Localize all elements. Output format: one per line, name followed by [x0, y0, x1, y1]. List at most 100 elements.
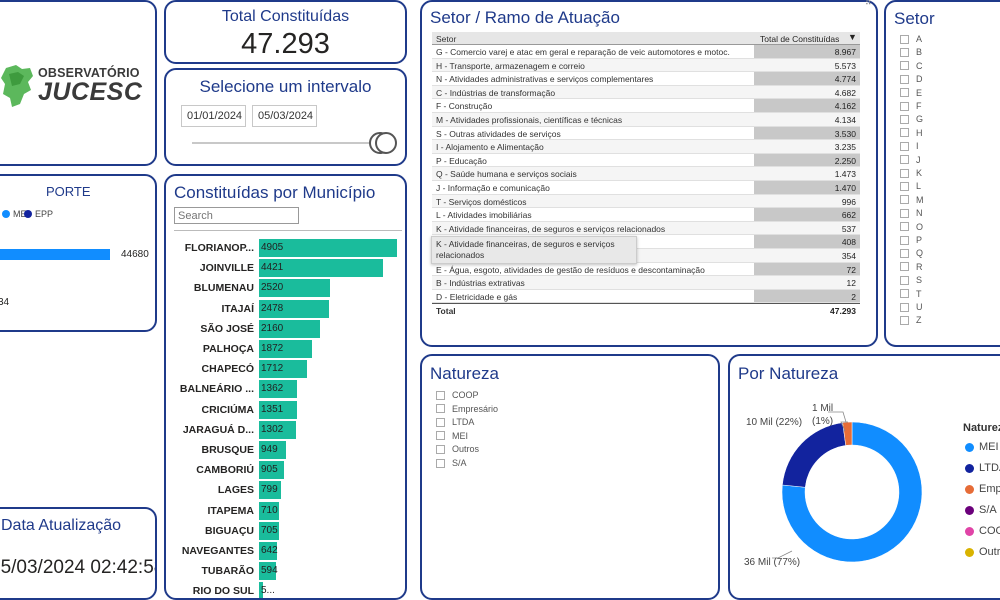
checkbox-icon[interactable]: [436, 458, 445, 468]
municipio-bar[interactable]: [259, 340, 312, 358]
table-row[interactable]: L - Atividades imobiliárias 662: [432, 208, 860, 222]
municipio-bar[interactable]: [259, 501, 279, 520]
table-row[interactable]: SÃO JOSÉ 2160: [166, 319, 405, 338]
porte-bar-me[interactable]: [0, 249, 110, 260]
table-row[interactable]: ITAJAÍ 2478: [166, 299, 405, 318]
municipio-bar[interactable]: [259, 562, 276, 581]
municipio-bar[interactable]: [259, 259, 384, 278]
checkbox-icon[interactable]: [900, 235, 909, 245]
table-row[interactable]: S - Outras atividades de serviços 3.530: [432, 126, 860, 141]
setor-option[interactable]: G: [900, 114, 923, 124]
legend-item[interactable]: Empresário: [965, 483, 1000, 495]
checkbox-icon[interactable]: [900, 208, 909, 218]
municipio-bar[interactable]: [259, 441, 286, 459]
checkbox-icon[interactable]: [900, 168, 909, 178]
table-row[interactable]: NAVEGANTES 642: [166, 542, 405, 560]
legend-item[interactable]: Outros: [965, 546, 1000, 558]
table-row[interactable]: N - Atividades administrativas e serviço…: [432, 72, 860, 86]
setor-option[interactable]: E: [900, 88, 922, 98]
municipio-bar[interactable]: [259, 319, 320, 338]
municipio-bar[interactable]: [259, 481, 282, 500]
donut-slice-ltda[interactable]: [782, 422, 847, 488]
municipio-bar[interactable]: [259, 582, 263, 598]
setor-option[interactable]: U: [900, 302, 923, 312]
legend-item[interactable]: LTDA: [965, 462, 1000, 474]
natureza-option[interactable]: S/A: [436, 458, 467, 468]
table-row[interactable]: E - Água, esgoto, atividades de gestão d…: [432, 262, 860, 277]
table-row[interactable]: H - Transporte, armazenagem e correio 5.5…: [432, 58, 860, 73]
table-row[interactable]: BRUSQUE 949: [166, 441, 405, 459]
municipio-bar[interactable]: [259, 461, 285, 480]
donut-chart[interactable]: [730, 356, 1000, 600]
municipio-bar[interactable]: [259, 239, 397, 257]
table-row[interactable]: K - Atividade financeiras, de seguros e …: [432, 221, 860, 236]
checkbox-icon[interactable]: [900, 34, 909, 44]
setor-option[interactable]: I: [900, 141, 919, 151]
table-row[interactable]: ITAPEMA 710: [166, 501, 405, 520]
col-total-header[interactable]: Total de Constituídas: [760, 34, 840, 44]
setor-option[interactable]: T: [900, 289, 922, 299]
checkbox-icon[interactable]: [900, 61, 909, 71]
checkbox-icon[interactable]: [900, 302, 909, 312]
setor-option[interactable]: R: [900, 262, 923, 272]
table-row[interactable]: BIGUAÇU 705: [166, 521, 405, 540]
checkbox-icon[interactable]: [436, 431, 445, 441]
table-row[interactable]: Q - Saúde humana e serviços sociais 1.473: [432, 167, 860, 181]
table-row[interactable]: JARAGUÁ D... 1302: [166, 420, 405, 439]
table-row[interactable]: J - Informação e comunicação 1.470: [432, 180, 860, 195]
checkbox-icon[interactable]: [900, 47, 909, 57]
natureza-option[interactable]: Outros: [436, 444, 479, 454]
checkbox-icon[interactable]: [900, 222, 909, 232]
municipio-bar[interactable]: [259, 279, 330, 298]
setor-option[interactable]: H: [900, 128, 923, 138]
municipio-bar[interactable]: [259, 420, 296, 439]
date-slider-track[interactable]: [192, 142, 372, 144]
checkbox-icon[interactable]: [900, 262, 909, 272]
checkbox-icon[interactable]: [436, 444, 445, 454]
checkbox-icon[interactable]: [436, 390, 445, 400]
table-row[interactable]: C - Indústrias de transformação 4.682: [432, 85, 860, 100]
legend-item[interactable]: S/A: [965, 504, 997, 516]
setor-option[interactable]: M: [900, 195, 924, 205]
natureza-option[interactable]: MEI: [436, 431, 468, 441]
checkbox-icon[interactable]: [436, 417, 445, 427]
checkbox-icon[interactable]: [900, 315, 909, 325]
table-row[interactable]: 408: [432, 235, 860, 249]
municipio-bar[interactable]: [259, 299, 329, 318]
slider-handle-start[interactable]: [375, 132, 397, 154]
legend-epp[interactable]: EPP: [24, 209, 53, 219]
table-row[interactable]: PALHOÇA 1872: [166, 340, 405, 358]
natureza-option[interactable]: LTDA: [436, 417, 474, 427]
table-row[interactable]: M - Atividades profissionais, científica…: [432, 112, 860, 127]
setor-option[interactable]: C: [900, 61, 923, 71]
start-date-input[interactable]: 01/01/2024: [181, 105, 246, 127]
setor-option[interactable]: Q: [900, 248, 923, 258]
table-row[interactable]: CHAPECÓ 1712: [166, 360, 405, 379]
checkbox-icon[interactable]: [900, 101, 909, 111]
setor-option[interactable]: B: [900, 47, 922, 57]
col-setor-header[interactable]: Setor: [436, 34, 457, 44]
municipio-bar[interactable]: [259, 360, 308, 379]
sort-desc-icon[interactable]: ▼: [848, 32, 857, 42]
checkbox-icon[interactable]: [900, 74, 909, 84]
donut-slice-mei[interactable]: [781, 421, 923, 563]
setor-option[interactable]: A: [900, 34, 922, 44]
table-row[interactable]: FLORIANOP... 4905: [166, 239, 405, 257]
setor-option[interactable]: F: [900, 101, 922, 111]
legend-item[interactable]: COOP: [965, 525, 1000, 537]
end-date-input[interactable]: 05/03/2024: [252, 105, 317, 127]
legend-me[interactable]: ME: [2, 209, 27, 219]
table-row[interactable]: JOINVILLE 4421: [166, 259, 405, 278]
table-row[interactable]: B - Indústrias extrativas 12: [432, 276, 860, 290]
setor-option[interactable]: L: [900, 181, 921, 191]
checkbox-icon[interactable]: [436, 404, 445, 414]
setor-option[interactable]: O: [900, 222, 923, 232]
legend-item[interactable]: MEI: [965, 441, 999, 453]
table-row[interactable]: T - Serviços domésticos 996: [432, 194, 860, 209]
checkbox-icon[interactable]: [900, 195, 909, 205]
natureza-option[interactable]: Empresário: [436, 404, 498, 414]
table-row[interactable]: RIO DO SUL 5...: [166, 582, 405, 598]
table-row[interactable]: TUBARÃO 594: [166, 562, 405, 581]
municipio-bar[interactable]: [259, 542, 278, 560]
setor-option[interactable]: P: [900, 235, 922, 245]
